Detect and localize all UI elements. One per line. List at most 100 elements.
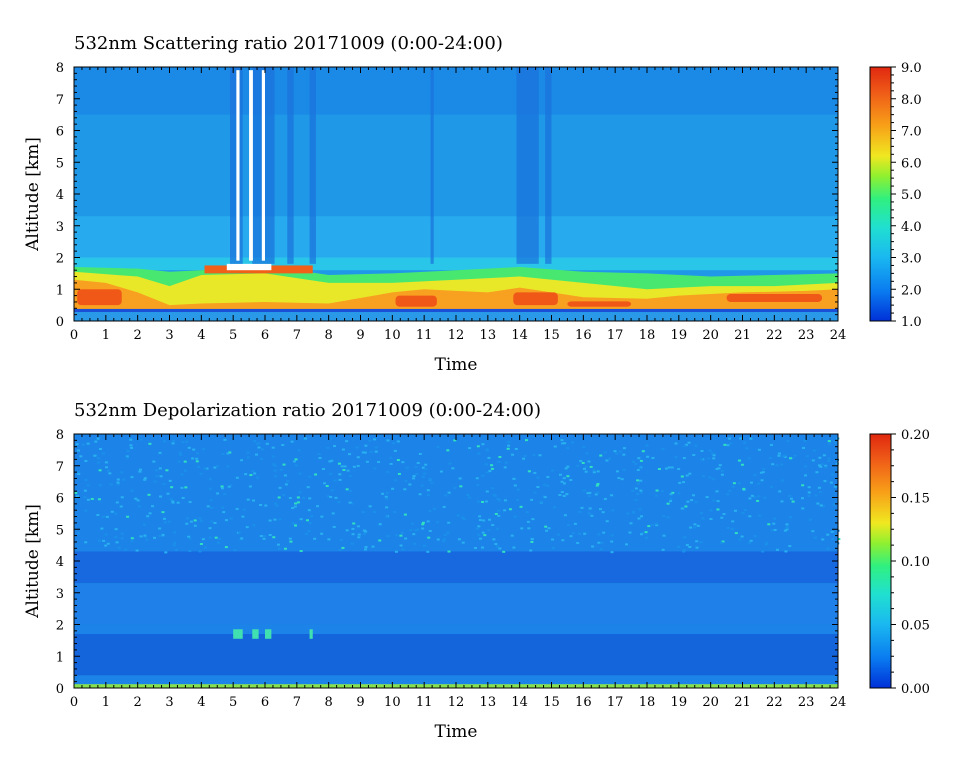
heat-speckle xyxy=(357,533,361,536)
heat-speckle xyxy=(479,537,483,540)
heat-speckle xyxy=(629,522,633,525)
y-tick-label: 8 xyxy=(56,61,64,76)
heat-speckle xyxy=(562,494,566,497)
heat-speckle xyxy=(444,494,448,497)
heat-speckle xyxy=(557,533,561,536)
heat-speckle xyxy=(412,533,416,536)
heat-speckle xyxy=(551,546,555,549)
heat-speckle xyxy=(502,550,506,553)
x-tick-label: 6 xyxy=(261,328,269,343)
heat-speckle xyxy=(148,442,152,445)
heat-speckle xyxy=(158,451,162,454)
heat-speckle xyxy=(833,485,837,488)
heat-speckle xyxy=(788,494,792,497)
heat-speckle xyxy=(414,466,418,469)
heat-speckle xyxy=(492,538,496,541)
x-tick-label: 0 xyxy=(70,695,78,710)
heat-speckle xyxy=(694,444,698,447)
heat-speckle xyxy=(646,455,650,458)
colorbar xyxy=(869,433,892,689)
heat-speckle xyxy=(715,490,719,493)
heat-speckle xyxy=(120,537,124,540)
heat-patch xyxy=(513,292,558,306)
heat-speckle xyxy=(598,508,602,511)
heat-speckle xyxy=(412,477,416,480)
heat-speckle xyxy=(530,537,534,540)
heat-speckle xyxy=(403,513,407,516)
heat-speckle xyxy=(74,491,78,494)
heat-speckle xyxy=(645,444,649,447)
heat-speckle xyxy=(284,483,288,486)
heat-speckle xyxy=(585,452,589,455)
cirrus-column xyxy=(261,70,265,261)
heat-speckle xyxy=(305,519,309,522)
x-tick-label: 2 xyxy=(134,328,142,343)
heat-speckle xyxy=(596,470,600,473)
heat-speckle xyxy=(712,454,716,457)
heat-speckle xyxy=(814,494,818,497)
heat-speckle xyxy=(608,457,612,460)
heat-speckle xyxy=(738,538,742,541)
heat-speckle xyxy=(170,486,174,489)
heat-speckle xyxy=(75,495,79,498)
heat-speckle xyxy=(584,470,588,473)
heat-speckle xyxy=(496,497,500,500)
cloud-depol xyxy=(265,629,272,639)
heat-speckle xyxy=(378,539,382,542)
heat-speckle xyxy=(163,521,167,524)
heat-speckle xyxy=(783,454,787,457)
heat-speckle xyxy=(143,478,147,481)
heat-speckle xyxy=(145,538,149,541)
heat-speckle xyxy=(461,516,465,519)
heat-speckle xyxy=(560,491,564,494)
heat-speckle xyxy=(468,447,472,450)
heat-speckle xyxy=(662,534,666,537)
heat-speckle xyxy=(566,475,570,478)
heat-speckle xyxy=(462,518,466,521)
heat-speckle xyxy=(587,494,591,497)
heat-speckle xyxy=(279,468,283,471)
x-tick-label: 20 xyxy=(702,328,719,343)
heat-speckle xyxy=(405,466,409,469)
heat-speckle xyxy=(105,515,109,518)
heat-speckle xyxy=(275,504,279,507)
heat-speckle xyxy=(172,544,176,547)
x-tick-label: 1 xyxy=(102,328,110,343)
heat-speckle xyxy=(721,469,725,472)
heat-speckle xyxy=(130,540,134,543)
x-tick-label: 14 xyxy=(511,328,528,343)
heat-speckle xyxy=(138,468,142,471)
y-tick-label: 8 xyxy=(56,428,64,443)
heat-speckle xyxy=(651,523,655,526)
heat-speckle xyxy=(193,519,197,522)
heat-speckle xyxy=(130,489,134,492)
heat-speckle xyxy=(224,546,228,549)
heat-speckle xyxy=(753,496,757,499)
heat-speckle xyxy=(823,480,827,483)
heat-speckle xyxy=(426,489,430,492)
heat-speckle xyxy=(139,438,143,441)
heat-speckle xyxy=(173,531,177,534)
heat-speckle xyxy=(785,523,789,526)
heat-speckle xyxy=(401,461,405,464)
heat-speckle xyxy=(466,493,470,496)
heat-speckle xyxy=(453,486,457,489)
heat-speckle xyxy=(351,533,355,536)
heat-speckle xyxy=(569,479,573,482)
heat-speckle xyxy=(337,501,341,504)
heat-speckle xyxy=(306,486,310,489)
heat-speckle xyxy=(788,545,792,548)
heat-speckle xyxy=(75,443,79,446)
heat-speckle xyxy=(268,519,272,522)
colorbar-tick-label: 0.20 xyxy=(901,428,930,443)
heat-speckle xyxy=(208,487,212,490)
heat-speckle xyxy=(700,511,704,514)
heat-speckle xyxy=(187,535,191,538)
heat-speckle xyxy=(654,522,658,525)
heat-speckle xyxy=(634,498,638,501)
heat-speckle xyxy=(246,456,250,459)
heat-speckle xyxy=(812,449,816,452)
heat-speckle xyxy=(104,533,108,536)
heat-speckle xyxy=(595,484,599,487)
heat-speckle xyxy=(265,442,269,445)
